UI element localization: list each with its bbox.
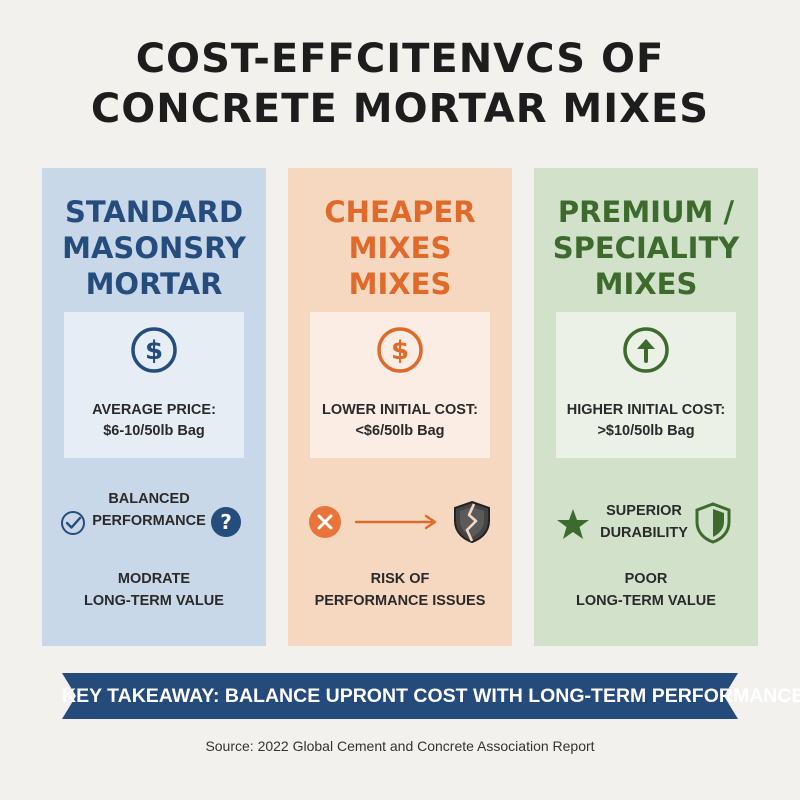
- price-label: AVERAGE PRICE:: [92, 402, 216, 418]
- cheaper-mixes-column: CHEAPER MIXES MIXES $ LOWER INITIAL COST…: [288, 168, 512, 646]
- banner-ribbon-shape: [62, 673, 738, 719]
- standard-mortar-column: STANDARD MASONSRY MORTAR $ AVERAGE PRICE…: [42, 168, 266, 646]
- svg-text:$: $: [391, 336, 409, 366]
- price-text: LOWER INITIAL COST: <$6/50lb Bag: [310, 400, 490, 442]
- value-text: MODRATE LONG-TERM VALUE: [42, 568, 266, 612]
- risk-icons-row: [288, 486, 512, 556]
- performance-row: BALANCED PERFORMANCE ?: [42, 486, 266, 556]
- value-line: PERFORMANCE ISSUES: [314, 593, 486, 609]
- title-line-1: COST-EFFCITENVCS OF: [135, 36, 665, 82]
- column-heading: STANDARD MASONSRY MORTAR: [42, 194, 266, 302]
- question-circle-icon: ?: [211, 507, 241, 537]
- up-arrow-circle-icon: [623, 327, 669, 373]
- source-citation: Source: 2022 Global Cement and Concrete …: [205, 738, 595, 754]
- value-text: POOR LONG-TERM VALUE: [534, 568, 758, 612]
- heading-line: CHEAPER: [324, 195, 476, 229]
- dollar-circle-icon: $: [131, 327, 177, 373]
- value-line: RISK OF: [370, 571, 430, 587]
- heading-line: MORTAR: [85, 267, 223, 301]
- x-circle-icon: [309, 506, 341, 538]
- price-label: LOWER INITIAL COST:: [321, 402, 478, 418]
- column-heading: PREMIUM / SPECIALITY MIXES: [534, 194, 758, 302]
- value-line: LONG-TERM VALUE: [576, 593, 716, 609]
- price-box: $ LOWER INITIAL COST: <$6/50lb Bag: [310, 312, 490, 458]
- value-line: POOR: [624, 571, 668, 587]
- mid-line: SUPERIOR: [606, 503, 682, 519]
- check-circle-icon: [61, 511, 85, 535]
- price-box: $ AVERAGE PRICE: $6-10/50lb Bag: [64, 312, 244, 458]
- durability-label: SUPERIOR DURABILITY: [594, 500, 694, 544]
- performance-label: BALANCED PERFORMANCE: [90, 488, 208, 532]
- price-value: $6-10/50lb Bag: [103, 423, 205, 439]
- premium-mixes-column: PREMIUM / SPECIALITY MIXES HIGHER INITIA…: [534, 168, 758, 646]
- star-icon: [557, 509, 589, 539]
- heading-line: MIXES: [348, 267, 452, 301]
- price-box: HIGHER INITIAL COST: >$10/50lb Bag: [556, 312, 736, 458]
- banner-text: KEY TAKEAWAY: BALANCE UPRONT COST WITH L…: [62, 685, 800, 707]
- heading-line: MASONSRY: [62, 231, 246, 265]
- arrow-right-icon: [354, 514, 437, 530]
- heading-line: MIXES: [348, 231, 452, 265]
- mid-line: DURABILITY: [600, 525, 688, 541]
- dollar-circle-icon: $: [377, 327, 423, 373]
- value-line: MODRATE: [117, 571, 191, 587]
- shield-icon: [695, 502, 731, 544]
- risk-text: RISK OF PERFORMANCE ISSUES: [288, 568, 512, 612]
- svg-text:$: $: [145, 336, 163, 366]
- page-title: COST-EFFCITENVCS OF CONCRETE MORTAR MIXE…: [0, 34, 800, 134]
- mid-line: BALANCED: [108, 491, 190, 507]
- price-label: HIGHER INITIAL COST:: [566, 402, 726, 418]
- heading-line: MIXES: [594, 267, 698, 301]
- price-value: <$6/50lb Bag: [355, 423, 445, 439]
- heading-line: STANDARD: [64, 195, 244, 229]
- heading-line: SPECIALITY: [552, 231, 740, 265]
- durability-row: SUPERIOR DURABILITY: [534, 486, 758, 556]
- key-takeaway-banner: KEY TAKEAWAY: BALANCE UPRONT COST WITH L…: [62, 673, 800, 719]
- price-text: HIGHER INITIAL COST: >$10/50lb Bag: [556, 400, 736, 442]
- mid-line: PERFORMANCE: [92, 513, 206, 529]
- column-heading: CHEAPER MIXES MIXES: [288, 194, 512, 302]
- heading-line: PREMIUM /: [557, 195, 735, 229]
- price-value: >$10/50lb Bag: [597, 423, 695, 439]
- svg-text:?: ?: [220, 510, 232, 534]
- broken-shield-icon: [454, 500, 490, 544]
- value-line: LONG-TERM VALUE: [84, 593, 224, 609]
- price-text: AVERAGE PRICE: $6-10/50lb Bag: [64, 400, 244, 442]
- title-line-2: CONCRETE MORTAR MIXES: [90, 86, 710, 132]
